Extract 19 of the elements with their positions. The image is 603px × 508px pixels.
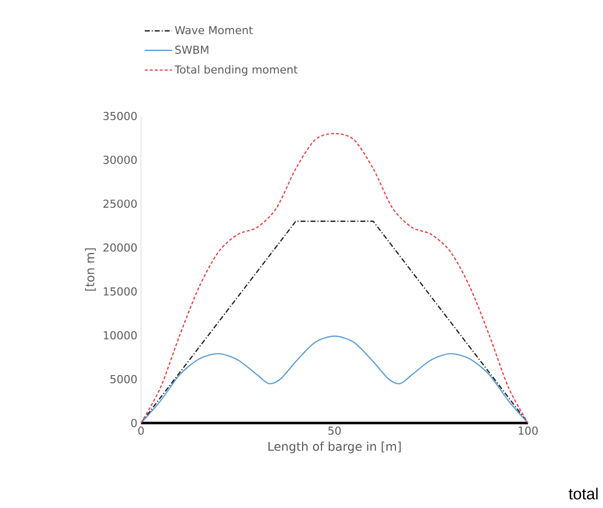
y-tick-label: 30000 <box>103 156 137 164</box>
y-tick-label: 25000 <box>103 200 137 208</box>
y-tick-label: 10000 <box>104 331 137 340</box>
x-tick-label: 100 <box>518 426 538 435</box>
legend-label: Total bending moment <box>174 65 298 76</box>
x-tick-label: 50 <box>328 426 341 435</box>
x-tick-label: 0 <box>138 426 144 435</box>
line-series <box>140 336 529 424</box>
line-series <box>140 132 529 424</box>
y-tick-label: 35000 <box>103 112 137 120</box>
legend-label: SWBM <box>175 46 208 54</box>
y-tick-label: 20000 <box>103 243 137 252</box>
y-tick-label: 15000 <box>104 287 137 296</box>
y-axis-title: [ton m] <box>85 248 96 291</box>
y-tick-label: 0 <box>131 418 137 428</box>
legend-label: Wave Moment <box>174 26 253 34</box>
x-axis-title: Length of barge in [m] <box>268 442 401 454</box>
text: total <box>568 488 598 500</box>
y-tick-label: 5000 <box>110 375 137 384</box>
